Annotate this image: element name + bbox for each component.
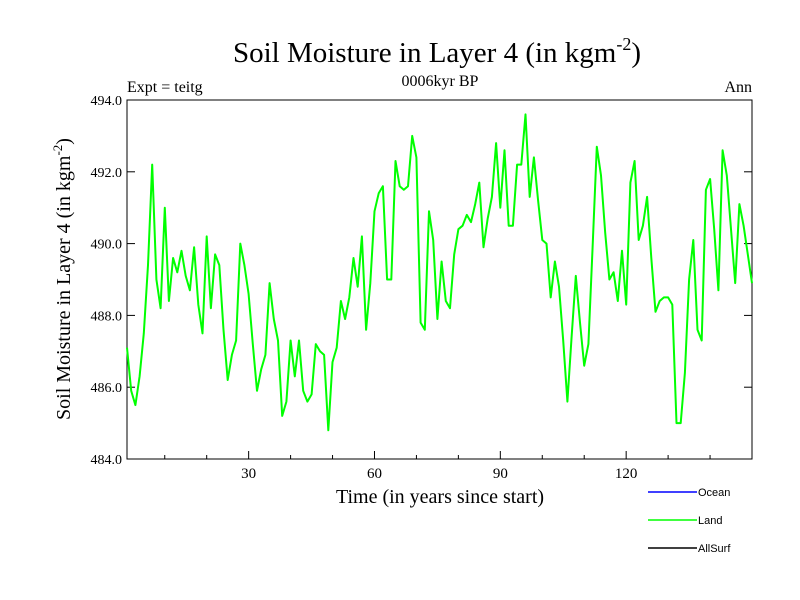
y-tick-label: 494.0	[91, 94, 123, 109]
subtitle-left: Expt = teitg	[127, 79, 203, 96]
y-tick-label: 484.0	[91, 453, 123, 468]
subtitle-center: 0006kyr BP	[402, 73, 479, 90]
y-tick-label: 488.0	[91, 309, 123, 324]
y-axis-label-main: Soil Moisture in Layer 4 (in kgm	[53, 155, 75, 420]
legend-label-land: Land	[698, 515, 722, 527]
legend-label-allsurf: AllSurf	[698, 543, 731, 555]
x-axis-label: Time (in years since start)	[336, 486, 544, 508]
series-line-land	[126, 113, 753, 432]
y-axis-label: Soil Moisture in Layer 4 (in kgm-2)	[50, 138, 75, 420]
x-tick-label: 60	[367, 466, 382, 482]
chart-title-close: )	[631, 37, 641, 69]
chart-title-superscript: -2	[616, 34, 631, 54]
x-tick-label: 30	[241, 466, 256, 482]
chart-title-main: Soil Moisture in Layer 4 (in kgm	[233, 37, 617, 69]
x-tick-label: 120	[615, 466, 638, 482]
y-axis-ticks: 484.0 486.0 488.0 490.0 492.0 494.0	[91, 94, 752, 468]
chart-title: Soil Moisture in Layer 4 (in kgm-2)	[233, 34, 641, 69]
x-tick-label: 90	[493, 466, 508, 482]
subtitle-right: Ann	[724, 79, 752, 96]
legend: Ocean Land AllSurf	[648, 487, 731, 555]
y-tick-label: 490.0	[91, 238, 123, 253]
legend-label-ocean: Ocean	[698, 487, 730, 499]
y-tick-label: 492.0	[91, 166, 123, 181]
y-tick-label: 486.0	[91, 381, 123, 396]
y-axis-label-close: )	[53, 138, 75, 145]
y-axis-label-superscript: -2	[50, 145, 65, 156]
x-axis-ticks: 30 60 90 120	[164, 451, 711, 482]
